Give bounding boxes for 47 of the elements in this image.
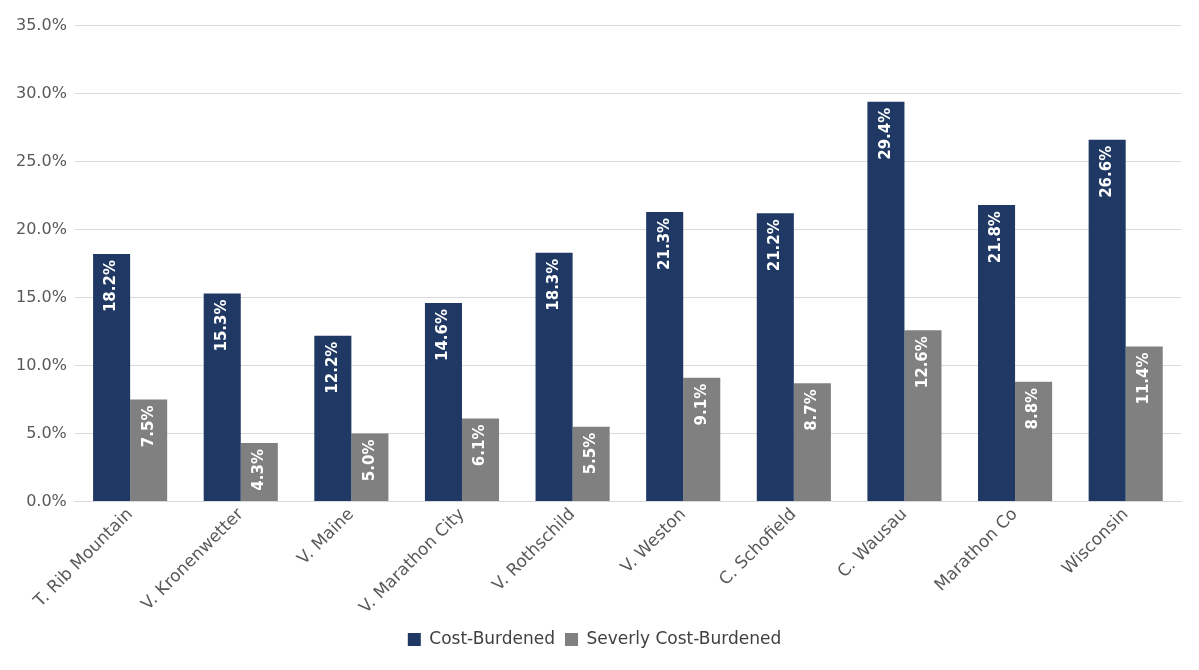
data-label: 12.6% bbox=[912, 336, 931, 389]
bar bbox=[535, 252, 573, 502]
data-label: 8.8% bbox=[1023, 387, 1042, 430]
data-label: 18.2% bbox=[101, 260, 120, 313]
data-label: 18.3% bbox=[543, 258, 562, 311]
data-label: 12.2% bbox=[322, 341, 341, 394]
bar bbox=[646, 211, 684, 502]
data-label: 14.6% bbox=[433, 309, 452, 362]
data-label: 6.1% bbox=[470, 424, 489, 467]
bar bbox=[793, 383, 831, 502]
y-tick-label: 20.0% bbox=[16, 218, 67, 238]
data-label: 9.1% bbox=[691, 383, 710, 426]
bar bbox=[683, 377, 721, 502]
data-label: 7.5% bbox=[138, 405, 157, 448]
y-tick-label: 10.0% bbox=[16, 354, 67, 374]
y-tick-label: 5.0% bbox=[26, 422, 67, 442]
y-tick-label: 30.0% bbox=[16, 82, 67, 102]
y-tick-label: 25.0% bbox=[16, 150, 67, 170]
data-label: 5.5% bbox=[581, 432, 600, 475]
legend-label: Severly Cost-Burdened bbox=[586, 627, 782, 648]
bar bbox=[1125, 346, 1163, 502]
bar bbox=[1088, 139, 1126, 502]
data-label: 8.7% bbox=[802, 389, 821, 431]
bar bbox=[867, 101, 905, 502]
legend-label: Cost-Burdened bbox=[429, 627, 556, 648]
data-label: 29.4% bbox=[875, 107, 894, 160]
y-tick-label: 15.0% bbox=[16, 286, 67, 306]
data-label: 4.3% bbox=[249, 449, 268, 491]
data-label: 15.3% bbox=[212, 299, 231, 352]
bar bbox=[424, 303, 462, 502]
bar bbox=[130, 399, 168, 502]
bar bbox=[314, 335, 352, 502]
data-label: 5.0% bbox=[359, 439, 378, 482]
bar bbox=[203, 293, 241, 502]
data-label: 21.3% bbox=[654, 217, 673, 270]
bar bbox=[93, 254, 131, 502]
y-tick-label: 0.0% bbox=[26, 490, 67, 510]
bar bbox=[978, 205, 1016, 502]
data-label: 11.4% bbox=[1134, 352, 1153, 405]
data-label: 21.8% bbox=[986, 211, 1005, 264]
bar bbox=[756, 213, 794, 502]
y-tick-label: 35.0% bbox=[16, 14, 67, 34]
bar bbox=[1015, 381, 1053, 502]
bar bbox=[904, 330, 942, 502]
data-label: 26.6% bbox=[1097, 145, 1116, 198]
data-label: 21.2% bbox=[765, 219, 784, 272]
bar bbox=[461, 418, 500, 502]
